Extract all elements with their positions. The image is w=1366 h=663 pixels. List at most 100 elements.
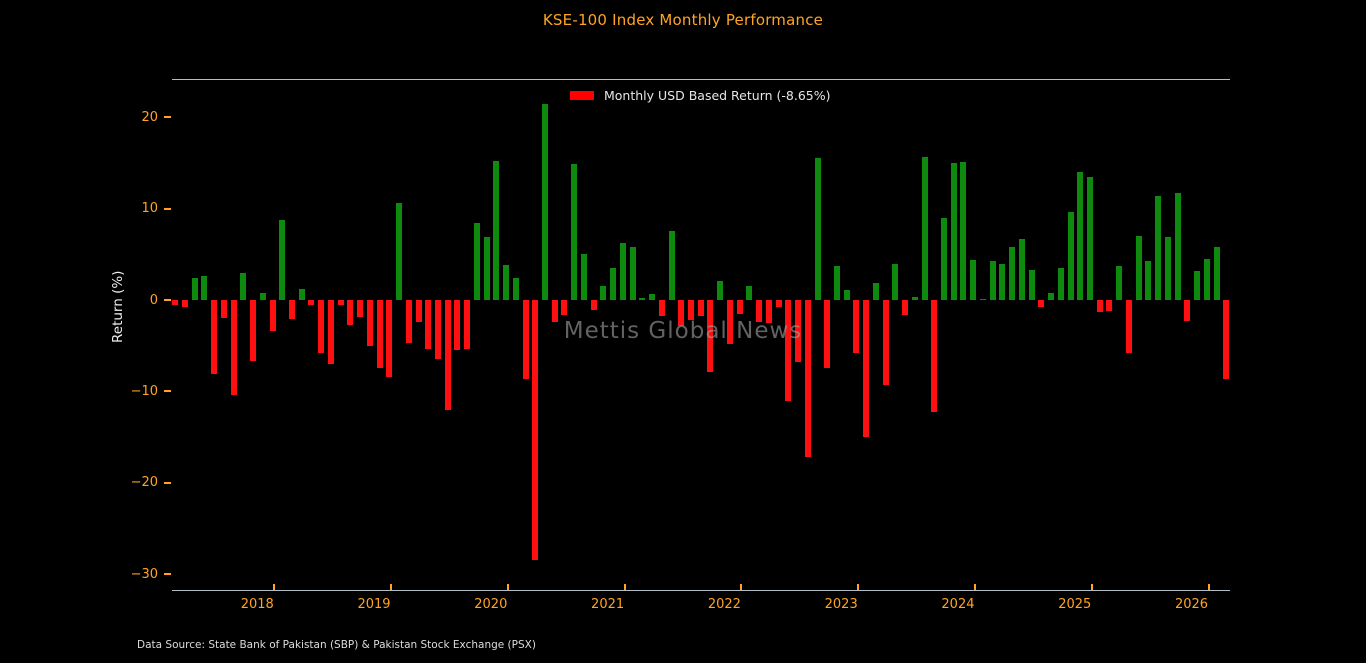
bar-2020-08	[580, 254, 587, 300]
bar-2024-10	[1067, 212, 1074, 300]
bar-2024-03	[999, 264, 1006, 300]
bar-2020-12	[619, 243, 626, 300]
bar-2019-03	[415, 300, 422, 322]
bar-2022-03	[765, 300, 772, 323]
bar-2025-08	[1164, 236, 1171, 300]
y-tick-label-10: 10	[141, 201, 158, 217]
bar-2017-10	[250, 300, 257, 362]
bar-2017-09	[240, 273, 247, 300]
bar-2024-02	[989, 260, 996, 300]
bar-2024-06	[1028, 269, 1035, 300]
bar-2024-12	[1087, 176, 1093, 300]
y-tick-label-0: 0	[149, 292, 158, 308]
x-tick-label-2024: 2024	[941, 597, 975, 612]
bar-2023-04	[892, 264, 899, 300]
bar-2018-01	[279, 219, 286, 300]
x-tick-mark-2026	[1207, 584, 1210, 590]
x-tick-label-2025: 2025	[1058, 597, 1092, 612]
x-tick-mark-2025	[1090, 584, 1093, 590]
bar-2025-11	[1194, 270, 1201, 300]
bar-2025-05	[1135, 236, 1142, 300]
bar-2017-11	[259, 292, 266, 300]
x-tick-label-2020: 2020	[474, 597, 508, 612]
bar-2022-12	[853, 300, 860, 353]
bar-2022-10	[833, 265, 840, 300]
bar-2024-11	[1077, 172, 1084, 300]
bar-2018-10	[366, 300, 373, 346]
bar-2020-01	[512, 278, 519, 300]
bar-2023-01	[863, 300, 870, 438]
bar-2022-07	[804, 300, 811, 458]
bar-2017-06	[211, 300, 218, 375]
bar-2018-07	[337, 300, 344, 306]
bar-2023-03	[882, 300, 889, 385]
y-tick-label-20: 20	[141, 109, 158, 125]
x-tick-mark-2022	[740, 584, 743, 590]
bar-2021-12	[736, 300, 743, 314]
bar-2023-12	[970, 259, 977, 300]
bar-2025-02	[1106, 300, 1113, 311]
bar-2021-05	[668, 230, 675, 300]
bar-2017-12	[269, 300, 276, 332]
bar-2025-07	[1155, 195, 1162, 300]
bar-2022-04	[775, 300, 782, 308]
bar-2019-10	[483, 236, 490, 300]
bar-2023-09	[941, 217, 948, 300]
bar-2018-08	[347, 300, 354, 325]
bar-2025-04	[1125, 300, 1132, 353]
y-tick-mark	[164, 573, 171, 576]
bar-2023-10	[950, 162, 957, 300]
bar-2020-06	[561, 300, 568, 315]
x-axis-line	[172, 590, 1230, 591]
bar-2021-08	[697, 300, 704, 317]
bar-2025-01	[1096, 300, 1103, 313]
bar-2025-10	[1184, 300, 1191, 322]
bar-2025-03	[1116, 265, 1123, 300]
x-tick-mark-2024	[973, 584, 976, 590]
y-tick-mark	[164, 207, 171, 210]
bar-2024-09	[1057, 268, 1064, 300]
bar-2019-12	[503, 265, 510, 300]
bar-2020-03	[532, 300, 539, 561]
bar-2021-11	[726, 300, 733, 345]
x-tick-mark-2021	[623, 584, 626, 590]
y-tick-mark	[164, 116, 171, 119]
bar-2026-01	[1213, 246, 1220, 300]
bar-2025-06	[1145, 260, 1152, 300]
bar-2021-02	[639, 297, 646, 300]
x-tick-mark-2020	[506, 584, 509, 590]
y-tick-label--20: −20	[130, 475, 158, 491]
bar-2023-02	[872, 282, 879, 300]
bar-2018-05	[318, 300, 325, 353]
bar-2022-09	[824, 300, 831, 368]
bar-2023-11	[960, 161, 967, 300]
bar-2019-04	[425, 300, 432, 350]
bar-2018-06	[327, 300, 334, 364]
bar-2024-07	[1038, 300, 1045, 308]
bar-2021-10	[717, 280, 724, 300]
chart-title: KSE-100 Index Monthly Performance	[542, 11, 824, 29]
x-tick-label-2022: 2022	[707, 597, 741, 612]
x-tick-label-2026: 2026	[1174, 597, 1209, 612]
bar-2019-07	[454, 300, 461, 351]
bar-2018-11	[376, 300, 383, 368]
bar-2025-12	[1203, 258, 1210, 300]
bar-2021-06	[678, 300, 685, 326]
bar-2023-05	[902, 300, 909, 316]
bar-2017-08	[230, 300, 237, 396]
bar-2021-09	[707, 300, 714, 373]
bar-2018-04	[308, 300, 315, 305]
y-tick-mark	[164, 390, 171, 393]
x-tick-mark-2019	[390, 584, 393, 590]
bar-2017-04	[191, 278, 198, 300]
bar-2018-09	[357, 300, 364, 318]
bar-2020-05	[551, 300, 558, 322]
x-tick-label-2018: 2018	[240, 597, 274, 612]
bar-2019-05	[434, 300, 441, 360]
bar-2020-04	[542, 104, 549, 300]
bar-2022-11	[843, 289, 850, 300]
bar-2022-05	[785, 300, 792, 402]
bar-2021-04	[658, 300, 665, 316]
bar-2018-02	[288, 300, 295, 320]
bar-2019-09	[473, 223, 480, 300]
